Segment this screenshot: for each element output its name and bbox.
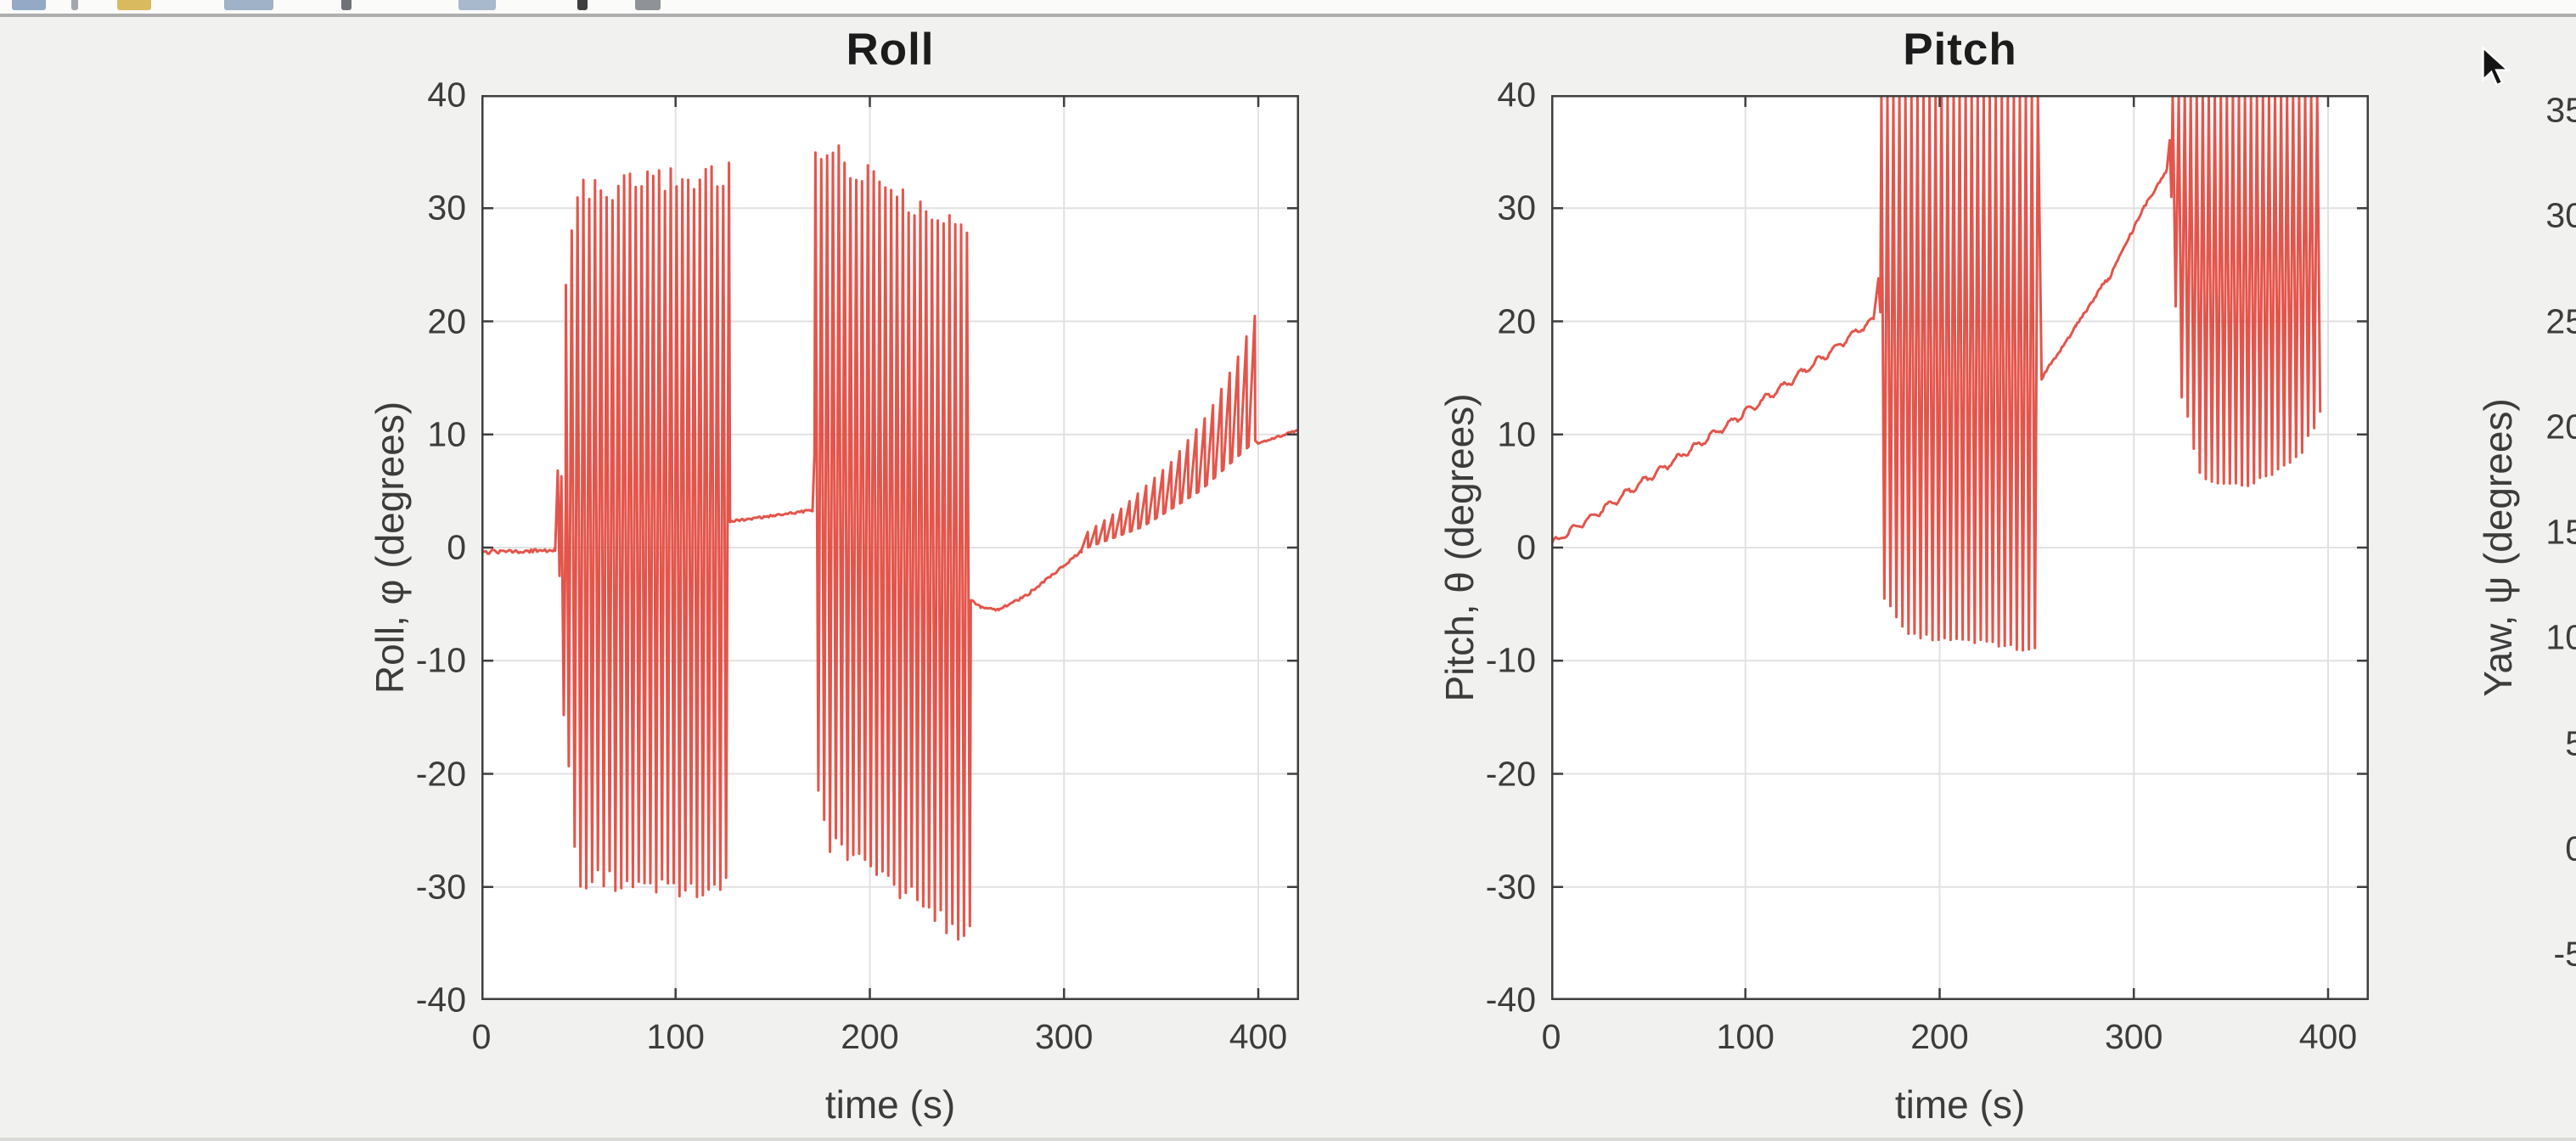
figure-toolbar [0,0,2576,17]
new-doc-icon[interactable] [12,0,46,10]
roll-plot-area[interactable] [481,95,1299,1000]
pitch-y-axis-label: Pitch, θ (degrees) [1437,393,1482,702]
x-tick-label: 0 [471,1017,492,1056]
print-icon[interactable] [341,0,352,10]
x-tick-label: 300 [2105,1017,2163,1056]
y-tick-label: -30 [1485,867,1536,907]
y-tick-label: 20 [1497,301,1536,340]
roll-x-axis-label: time (s) [824,1082,956,1127]
mouse-cursor-icon [2482,47,2511,87]
pan-tool-icon[interactable] [635,0,661,10]
y-tick-label: -40 [1485,980,1536,1020]
toolbar-sliver-icon[interactable] [71,0,78,10]
pitch-chart: Pitch Pitch, θ (degrees) time (s) 40 30 20… [1437,25,2369,1127]
yaw-y-tick-label: 0 [2565,829,2576,868]
yaw-y-tick-label: 15 [2545,512,2576,552]
yaw-y-tick-label: 20 [2545,407,2576,447]
zoom-tools-icon[interactable] [458,0,496,10]
yaw-y-tick-label: -5 [2553,934,2576,974]
open-folder-icon[interactable] [117,0,151,10]
y-tick-label: 30 [427,188,466,228]
y-tick-label: 10 [427,414,466,454]
x-tick-label: 200 [1910,1017,1969,1056]
y-tick-label: -20 [1485,754,1536,793]
screen-bottom-edge [0,1138,2576,1141]
pitch-plot-area[interactable] [1551,95,2369,1000]
yaw-y-tick-label: 35 [2545,90,2576,130]
y-tick-label: -30 [415,867,466,907]
pitch-x-axis-label: time (s) [1894,1082,2026,1127]
y-tick-label: -40 [415,980,466,1020]
chart-title-pitch: Pitch [1903,25,2017,75]
y-tick-label: 30 [1497,188,1536,228]
yaw-y-tick-label: 5 [2565,723,2576,762]
x-tick-label: 400 [2298,1017,2358,1056]
yaw-y-tick-label: 30 [2545,195,2576,235]
x-tick-label: 100 [1716,1017,1775,1056]
yaw-y-tick-label: 10 [2545,617,2576,657]
pointer-tool-icon[interactable] [577,0,588,10]
x-tick-label: 200 [841,1017,899,1056]
y-tick-label: 0 [447,527,466,567]
y-tick-label: -10 [415,640,466,680]
y-tick-label: 40 [427,75,466,115]
save-icon[interactable] [224,0,273,10]
x-tick-label: 400 [1229,1017,1288,1056]
chart-title-roll: Roll [846,25,935,75]
roll-y-axis-label: Roll, φ (degrees) [368,401,412,694]
yaw-chart: Yaw, ψ (degrees) 35 30 25 20 15 10 5 0 -5 [2462,91,2576,1000]
y-tick-label: -10 [1485,640,1536,680]
roll-chart: Roll Roll, φ (degrees) time (s) 40 30 20 10… [368,25,1299,1127]
y-tick-label: 40 [1497,75,1536,115]
y-tick-label: 20 [427,301,466,340]
yaw-y-tick-label: 25 [2545,301,2576,340]
y-tick-label: -20 [415,754,466,793]
y-tick-label: 0 [1516,527,1536,567]
y-tick-label: 10 [1497,414,1536,454]
x-tick-label: 0 [1541,1017,1561,1056]
x-tick-label: 300 [1035,1017,1094,1056]
x-tick-label: 100 [646,1017,705,1056]
